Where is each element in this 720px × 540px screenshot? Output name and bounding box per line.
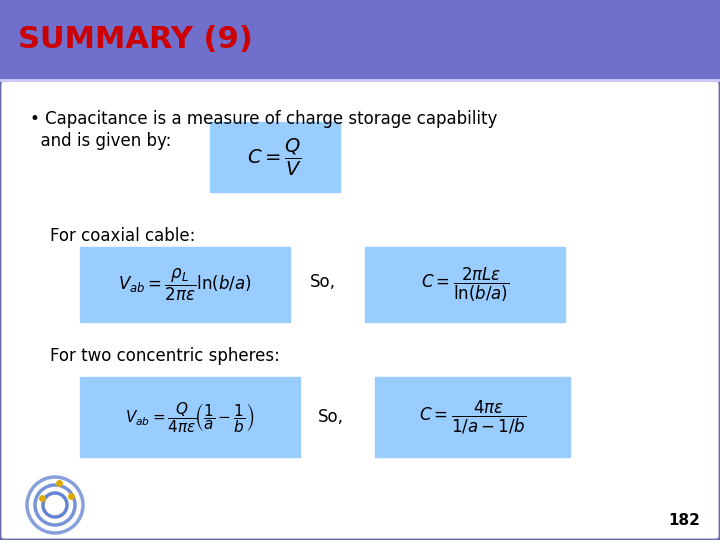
Text: and is given by:: and is given by: bbox=[30, 132, 171, 150]
Text: • Capacitance is a measure of charge storage capability: • Capacitance is a measure of charge sto… bbox=[30, 110, 498, 129]
FancyBboxPatch shape bbox=[0, 80, 720, 540]
Text: $C = \dfrac{Q}{V}$: $C = \dfrac{Q}{V}$ bbox=[248, 137, 302, 178]
Text: $V_{ab} = \dfrac{Q}{4\pi\varepsilon}\!\left(\dfrac{1}{a}-\dfrac{1}{b}\right)$: $V_{ab} = \dfrac{Q}{4\pi\varepsilon}\!\l… bbox=[125, 400, 255, 435]
Text: SUMMARY (9): SUMMARY (9) bbox=[18, 25, 253, 53]
Text: 182: 182 bbox=[668, 513, 700, 528]
Bar bbox=[80, 377, 300, 457]
Bar bbox=[210, 122, 340, 192]
Text: $V_{ab} = \dfrac{\rho_L}{2\pi\varepsilon}\ln(b/a)$: $V_{ab} = \dfrac{\rho_L}{2\pi\varepsilon… bbox=[118, 267, 252, 303]
Bar bbox=[0, 0, 720, 78]
Text: So,: So, bbox=[318, 408, 344, 426]
Text: So,: So, bbox=[310, 273, 336, 291]
Text: $C = \dfrac{2\pi L\varepsilon}{\ln(b/a)}$: $C = \dfrac{2\pi L\varepsilon}{\ln(b/a)}… bbox=[420, 266, 509, 304]
Bar bbox=[80, 247, 290, 322]
Text: For two concentric spheres:: For two concentric spheres: bbox=[50, 347, 280, 365]
Bar bbox=[375, 377, 570, 457]
Text: For coaxial cable:: For coaxial cable: bbox=[50, 227, 195, 245]
Bar bbox=[365, 247, 565, 322]
Text: $C = \dfrac{4\pi\varepsilon}{1/a-1/b}$: $C = \dfrac{4\pi\varepsilon}{1/a-1/b}$ bbox=[419, 399, 526, 436]
